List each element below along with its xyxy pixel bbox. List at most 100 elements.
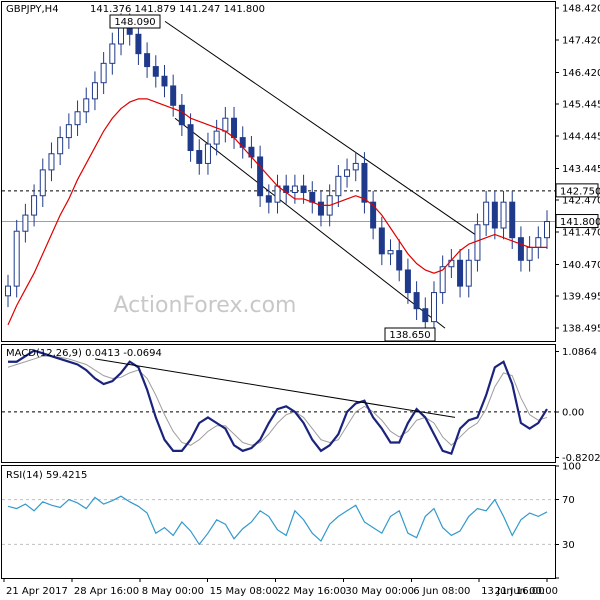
price-tick-label: 146.420 bbox=[562, 68, 600, 79]
time-tick-label: 28 Apr 16:00 bbox=[74, 586, 139, 597]
candle-body bbox=[335, 175, 342, 197]
candle-body bbox=[109, 43, 116, 64]
macd-panel-frame bbox=[1, 344, 556, 463]
price-axis: 148.420 147.420 146.420 145.445 144.445 143.4… bbox=[555, 3, 600, 335]
candle-body bbox=[387, 250, 394, 255]
low-label: 138.650 bbox=[389, 330, 430, 341]
price-tick-label: 141.470 bbox=[562, 228, 600, 239]
high-label: 148.090 bbox=[114, 17, 155, 28]
macd-main-line bbox=[8, 349, 548, 456]
candle-body bbox=[274, 185, 281, 203]
macd-axis: 1.0864 0.00 -0.8202 bbox=[555, 347, 600, 464]
candle-body bbox=[152, 66, 159, 77]
resistance-level-label: 142.750 bbox=[560, 186, 600, 197]
candle-body bbox=[422, 308, 429, 323]
candle-body bbox=[5, 285, 11, 297]
ohlc-readout: 141.376 141.879 141.247 141.800 bbox=[90, 4, 265, 15]
trend-channel bbox=[164, 20, 476, 329]
channel-lower-line bbox=[174, 117, 446, 329]
rsi-indicator bbox=[2, 495, 555, 546]
candle-body bbox=[309, 191, 316, 203]
candle-body bbox=[439, 266, 446, 294]
macd-tick-label: 1.0864 bbox=[562, 347, 597, 358]
candle-body bbox=[222, 117, 229, 132]
candle-body bbox=[352, 162, 359, 171]
rsi-tick-label: 30 bbox=[562, 540, 575, 551]
candle-body bbox=[317, 201, 324, 216]
time-tick-label: 15 May 08:00 bbox=[210, 586, 279, 597]
time-tick-label: 22 May 16:00 bbox=[278, 586, 347, 597]
candle-body bbox=[39, 169, 46, 197]
candle-body bbox=[22, 214, 29, 232]
candle-body bbox=[135, 33, 142, 55]
candle-body bbox=[100, 62, 107, 84]
candle-body bbox=[31, 195, 38, 216]
symbol-label: GBPJPY,H4 bbox=[6, 4, 59, 15]
rsi-line bbox=[7, 495, 548, 546]
candle-body bbox=[361, 162, 368, 203]
price-tick-label: 144.445 bbox=[562, 132, 600, 143]
rsi-panel-frame bbox=[1, 465, 556, 579]
candle-body bbox=[483, 201, 490, 226]
time-tick-label: 30 May 00:00 bbox=[345, 586, 414, 597]
price-tick-label: 148.420 bbox=[562, 3, 600, 14]
price-tick-label: 138.495 bbox=[562, 324, 600, 335]
candle-body bbox=[178, 104, 185, 126]
macd-signal-line bbox=[7, 355, 548, 446]
candle-body bbox=[344, 169, 351, 177]
candle-body bbox=[144, 53, 151, 68]
candle-body bbox=[265, 195, 272, 203]
time-tick-label: 21 Jun 00:00 bbox=[494, 586, 558, 597]
watermark: ActionForex.com bbox=[114, 293, 297, 318]
candle-body bbox=[491, 201, 498, 229]
candle-body bbox=[370, 201, 377, 229]
candle-body bbox=[300, 185, 307, 193]
candle-body bbox=[13, 230, 20, 287]
price-tick-label: 145.445 bbox=[562, 99, 600, 110]
time-tick-label: 8 May 00:00 bbox=[142, 586, 204, 597]
candle-body bbox=[517, 237, 524, 261]
candle-body bbox=[474, 224, 481, 261]
macd-label: MACD(12,26,9) 0.0413 -0.0694 bbox=[6, 348, 162, 359]
moving-average bbox=[7, 98, 547, 326]
price-tick-label: 139.495 bbox=[562, 291, 600, 302]
time-tick-label: 6 Jun 08:00 bbox=[413, 586, 470, 597]
candle-body bbox=[509, 201, 516, 239]
low-annotation: 138.650 bbox=[384, 327, 436, 342]
candle-body bbox=[161, 75, 168, 87]
candle-body bbox=[213, 130, 220, 145]
price-tick-label: 140.470 bbox=[562, 260, 600, 271]
candle-body bbox=[413, 292, 420, 310]
candle-body bbox=[430, 292, 437, 323]
candle-body bbox=[465, 259, 472, 287]
channel-upper-line bbox=[164, 20, 476, 235]
price-candles bbox=[5, 13, 550, 333]
candle-body bbox=[231, 117, 238, 139]
rsi-axis: 100 70 30 bbox=[555, 462, 581, 579]
last-price-badge bbox=[555, 214, 599, 229]
time-tick-label: 13 Jun 16:00 bbox=[481, 586, 545, 597]
candle-body bbox=[291, 185, 298, 193]
candle-body bbox=[544, 221, 550, 239]
macd-trendline bbox=[94, 358, 456, 418]
candle-body bbox=[457, 259, 464, 287]
resistance-level-badge bbox=[555, 183, 599, 198]
candle-body bbox=[204, 143, 211, 164]
candle-body bbox=[187, 124, 194, 152]
candle-body bbox=[57, 137, 64, 155]
candle-body bbox=[396, 250, 403, 271]
macd-tick-label: 0.00 bbox=[562, 407, 584, 418]
price-tick-label: 147.420 bbox=[562, 36, 600, 47]
moving-average-line bbox=[7, 98, 547, 326]
rsi-label: RSI(14) 59.4215 bbox=[6, 470, 87, 481]
candle-body bbox=[404, 269, 411, 294]
rsi-tick-label: 70 bbox=[562, 495, 575, 506]
time-tick-label: 21 Apr 2017 bbox=[6, 586, 68, 597]
candle-body bbox=[526, 246, 533, 261]
candle-body bbox=[257, 156, 264, 197]
candle-body bbox=[48, 153, 55, 171]
price-panel-frame bbox=[1, 1, 556, 342]
macd-indicator bbox=[2, 349, 555, 456]
candle-body bbox=[91, 82, 98, 100]
